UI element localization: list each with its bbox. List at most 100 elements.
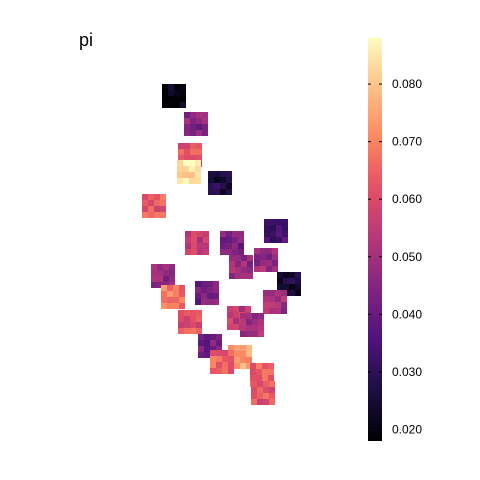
heatmap-cell — [266, 248, 272, 254]
heatmap-cell — [258, 313, 264, 319]
heatmap-cell — [179, 297, 185, 303]
heatmap-cell — [180, 84, 186, 90]
heatmap-cell — [235, 273, 241, 279]
heatmap-cell — [191, 237, 197, 243]
heatmap-cell — [179, 303, 185, 309]
heatmap-cell — [184, 112, 190, 118]
heatmap-cell — [272, 260, 278, 266]
heatmap-cell — [185, 237, 191, 243]
heatmap-cell — [241, 261, 247, 267]
heatmap-cell — [191, 249, 197, 255]
heatmap-cell — [246, 345, 252, 351]
heatmap-cell — [208, 189, 214, 195]
heatmap-cell — [247, 255, 253, 261]
heatmap-cell — [233, 318, 239, 324]
heatmap-cell — [184, 143, 190, 149]
heatmap-cell — [241, 255, 247, 261]
heatmap-cell — [151, 282, 157, 288]
heatmap-cell — [283, 272, 289, 278]
heatmap-cell — [227, 306, 233, 312]
heatmap-cell — [201, 299, 207, 305]
heatmap-cell — [210, 340, 216, 346]
heatmap-cell — [196, 316, 202, 322]
heatmap-cell — [190, 149, 196, 155]
heatmap-cell — [233, 324, 239, 330]
heatmap-cell — [207, 281, 213, 287]
heatmap-cell — [161, 285, 167, 291]
heatmap-cell — [238, 243, 244, 249]
heatmap-cell — [167, 291, 173, 297]
heatmap-cell — [240, 331, 246, 337]
heatmap-cell — [260, 260, 266, 266]
heatmap-cell — [257, 399, 263, 405]
heatmap-cell — [174, 90, 180, 96]
heatmap-cell — [245, 306, 251, 312]
heatmap-patch — [161, 285, 185, 309]
heatmap-cell — [220, 189, 226, 195]
heatmap-cell — [216, 334, 222, 340]
heatmap-cell — [173, 291, 179, 297]
heatmap-patch — [184, 112, 208, 136]
heatmap-patch — [263, 290, 287, 314]
heatmap-cell — [260, 266, 266, 272]
heatmap-cell — [208, 171, 214, 177]
heatmap-cell — [295, 272, 301, 278]
heatmap-cell — [263, 387, 269, 393]
heatmap-cell — [196, 328, 202, 334]
heatmap-cell — [210, 346, 216, 352]
heatmap-cell — [214, 177, 220, 183]
heatmap-cell — [195, 172, 201, 178]
heatmap-cell — [269, 387, 275, 393]
heatmap-cell — [174, 96, 180, 102]
heatmap-cell — [252, 313, 258, 319]
heatmap-patch — [208, 171, 232, 195]
heatmap-cell — [174, 84, 180, 90]
heatmap-cell — [216, 368, 222, 374]
heatmap-cell — [235, 255, 241, 261]
heatmap-cell — [216, 340, 222, 346]
heatmap-cell — [168, 102, 174, 108]
heatmap-patch — [177, 160, 201, 184]
heatmap-cell — [157, 270, 163, 276]
heatmap-patch — [229, 255, 253, 279]
heatmap-patch — [264, 219, 288, 243]
heatmap-cell — [276, 219, 282, 225]
heatmap-cell — [258, 325, 264, 331]
heatmap-cell — [198, 340, 204, 346]
heatmap-cell — [222, 356, 228, 362]
heatmap-cell — [263, 290, 269, 296]
heatmap-cell — [190, 143, 196, 149]
heatmap-cell — [142, 206, 148, 212]
heatmap-cell — [246, 313, 252, 319]
heatmap-cell — [235, 261, 241, 267]
heatmap-cell — [234, 345, 240, 351]
heatmap-cell — [202, 124, 208, 130]
heatmap-cell — [289, 272, 295, 278]
heatmap-cell — [160, 206, 166, 212]
heatmap-cell — [222, 368, 228, 374]
heatmap-cell — [240, 363, 246, 369]
heatmap-cell — [189, 172, 195, 178]
heatmap-cell — [254, 266, 260, 272]
heatmap-cell — [184, 130, 190, 136]
heatmap-cell — [184, 310, 190, 316]
heatmap-cell — [184, 322, 190, 328]
heatmap-cell — [246, 363, 252, 369]
heatmap-cell — [160, 200, 166, 206]
heatmap-cell — [179, 285, 185, 291]
heatmap-cell — [142, 200, 148, 206]
heatmap-patch — [178, 310, 202, 334]
heatmap-cell — [276, 225, 282, 231]
heatmap-cell — [254, 254, 260, 260]
heatmap-cell — [295, 284, 301, 290]
heatmap-cell — [258, 319, 264, 325]
heatmap-cell — [142, 212, 148, 218]
heatmap-cell — [185, 249, 191, 255]
heatmap-cell — [235, 267, 241, 273]
heatmap-cell — [270, 225, 276, 231]
heatmap-cell — [148, 200, 154, 206]
heatmap-cell — [203, 237, 209, 243]
heatmap-cell — [289, 290, 295, 296]
heatmap-cell — [196, 118, 202, 124]
heatmap-cell — [252, 325, 258, 331]
